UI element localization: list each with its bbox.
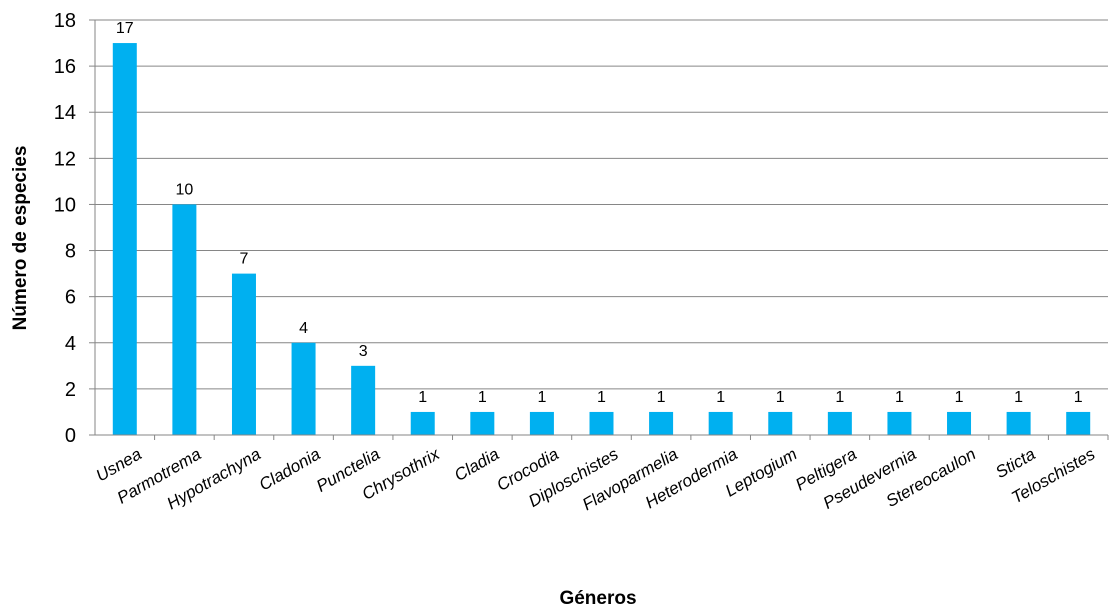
bar xyxy=(529,411,554,435)
data-label: 1 xyxy=(1014,389,1023,406)
bar xyxy=(1066,411,1091,435)
bar xyxy=(231,273,256,435)
y-tick-label: 18 xyxy=(54,10,76,32)
data-label: 1 xyxy=(835,389,844,406)
data-label: 7 xyxy=(240,251,249,268)
data-label: 1 xyxy=(955,389,964,406)
bar xyxy=(291,342,316,435)
y-tick-label: 6 xyxy=(65,287,76,309)
data-label: 10 xyxy=(175,181,193,198)
data-label: 1 xyxy=(895,389,904,406)
bar xyxy=(589,411,614,435)
data-label: 1 xyxy=(776,389,785,406)
axes xyxy=(89,19,1109,440)
bar xyxy=(1006,411,1031,435)
data-label: 1 xyxy=(537,389,546,406)
y-tick-label: 16 xyxy=(54,56,76,78)
data-label: 1 xyxy=(418,389,427,406)
bar xyxy=(768,411,793,435)
y-tick-label: 14 xyxy=(54,102,76,124)
bar xyxy=(470,411,495,435)
data-label: 4 xyxy=(299,320,308,337)
bar xyxy=(827,411,852,435)
bar xyxy=(410,411,435,435)
bar xyxy=(947,411,972,435)
data-label: 1 xyxy=(716,389,725,406)
gridlines xyxy=(95,19,1108,390)
bar xyxy=(887,411,912,435)
data-label: 3 xyxy=(359,343,368,360)
y-tick-label: 2 xyxy=(65,379,76,401)
y-tick-label: 0 xyxy=(65,425,76,447)
data-label: 1 xyxy=(478,389,487,406)
y-tick-label: 10 xyxy=(54,194,76,216)
data-label: 17 xyxy=(116,20,134,37)
data-label: 1 xyxy=(597,389,606,406)
bar xyxy=(708,411,733,435)
data-label: 1 xyxy=(657,389,666,406)
bar xyxy=(649,411,674,435)
x-tick-label: Cladonia xyxy=(256,444,324,494)
bar xyxy=(351,365,376,435)
x-axis-title: Géneros xyxy=(559,588,636,609)
bar xyxy=(172,204,197,435)
y-tick-label: 8 xyxy=(65,241,76,263)
bar xyxy=(112,43,137,436)
y-axis-title: Número de especies xyxy=(10,146,31,331)
data-label: 1 xyxy=(1074,389,1083,406)
y-tick-label: 4 xyxy=(65,333,76,355)
bars xyxy=(112,43,1091,436)
y-tick-label: 12 xyxy=(54,148,76,170)
